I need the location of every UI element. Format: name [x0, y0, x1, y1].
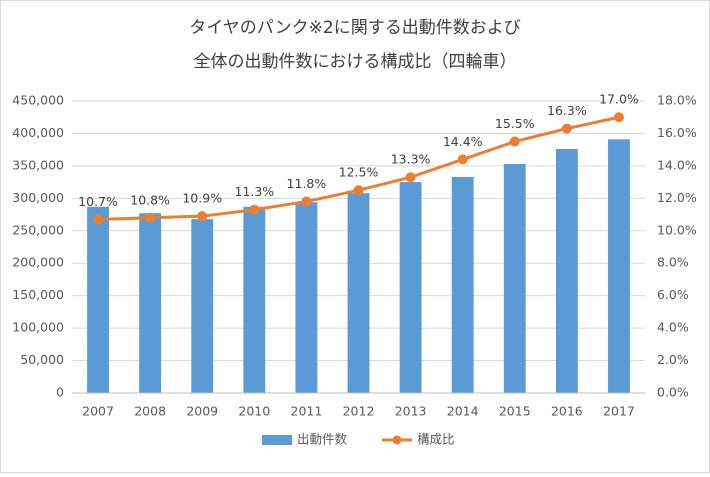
y-tick-label: 250,000: [12, 222, 64, 237]
bar: [399, 182, 422, 393]
line-point: [353, 185, 364, 196]
y-tick-label: 400,000: [12, 125, 64, 140]
data-label: 12.5%: [339, 165, 379, 180]
x-tick-label: 2011: [291, 404, 323, 419]
data-label: 10.7%: [78, 194, 118, 209]
y2-tick-label: 18.0%: [657, 93, 697, 108]
y-tick-label: 50,000: [20, 352, 64, 367]
line-point: [405, 172, 416, 183]
x-tick-label: 2013: [395, 404, 427, 419]
y2-tick-label: 16.0%: [657, 125, 697, 140]
bar: [243, 206, 266, 393]
data-label: 10.8%: [130, 192, 170, 207]
line-point: [93, 214, 104, 225]
x-tick-label: 2017: [603, 404, 635, 419]
line-point: [561, 123, 572, 134]
data-label: 17.0%: [599, 92, 639, 107]
data-label: 13.3%: [391, 152, 431, 167]
x-tick-label: 2008: [134, 404, 166, 419]
bar: [139, 213, 162, 393]
y-tick-label: 100,000: [12, 320, 64, 335]
bar: [191, 219, 214, 393]
y2-tick-label: 14.0%: [657, 157, 697, 172]
line-point: [613, 112, 624, 123]
data-label: 16.3%: [547, 103, 587, 118]
data-label: 11.3%: [234, 184, 274, 199]
y2-tick-label: 6.0%: [657, 287, 689, 302]
data-label: 10.9%: [182, 191, 222, 206]
y2-tick-label: 10.0%: [657, 222, 697, 237]
x-tick-label: 2010: [238, 404, 270, 419]
legend-label: 構成比: [417, 432, 455, 447]
y2-tick-label: 8.0%: [657, 255, 689, 270]
bar: [295, 202, 318, 393]
line-point: [301, 196, 312, 207]
x-tick-label: 2015: [499, 404, 531, 419]
line-point: [457, 154, 468, 165]
chart-title: 全体の出動件数における構成比（四輪車）: [194, 52, 517, 72]
x-tick-label: 2014: [447, 404, 479, 419]
y2-tick-label: 2.0%: [657, 352, 689, 367]
y2-tick-label: 4.0%: [657, 320, 689, 335]
data-label: 15.5%: [495, 116, 535, 131]
y-tick-label: 450,000: [12, 93, 64, 108]
y2-tick-label: 0.0%: [657, 385, 689, 400]
x-tick-label: 2007: [82, 404, 114, 419]
y-tick-label: 150,000: [12, 287, 64, 302]
y-tick-label: 0: [56, 385, 64, 400]
x-tick-label: 2012: [343, 404, 375, 419]
bar: [347, 193, 370, 393]
bar: [87, 206, 109, 393]
chart-title: タイヤのパンク※2に関する出動件数および: [189, 18, 520, 38]
line-point: [249, 204, 260, 215]
x-tick-label: 2009: [186, 404, 218, 419]
bar: [451, 176, 474, 393]
line-point: [145, 212, 156, 223]
legend-swatch: [392, 435, 402, 445]
y2-tick-label: 12.0%: [657, 190, 697, 205]
line-point: [509, 136, 520, 147]
data-label: 11.8%: [287, 176, 327, 191]
bar: [503, 163, 526, 393]
y-tick-label: 300,000: [12, 190, 64, 205]
line-point: [197, 211, 208, 222]
bar: [555, 149, 578, 393]
data-label: 14.4%: [443, 134, 483, 149]
y-tick-label: 350,000: [12, 157, 64, 172]
legend-swatch: [262, 435, 292, 445]
bar: [608, 139, 630, 393]
legend-label: 出動件数: [297, 432, 348, 447]
y-tick-label: 200,000: [12, 255, 64, 270]
x-tick-label: 2016: [551, 404, 583, 419]
